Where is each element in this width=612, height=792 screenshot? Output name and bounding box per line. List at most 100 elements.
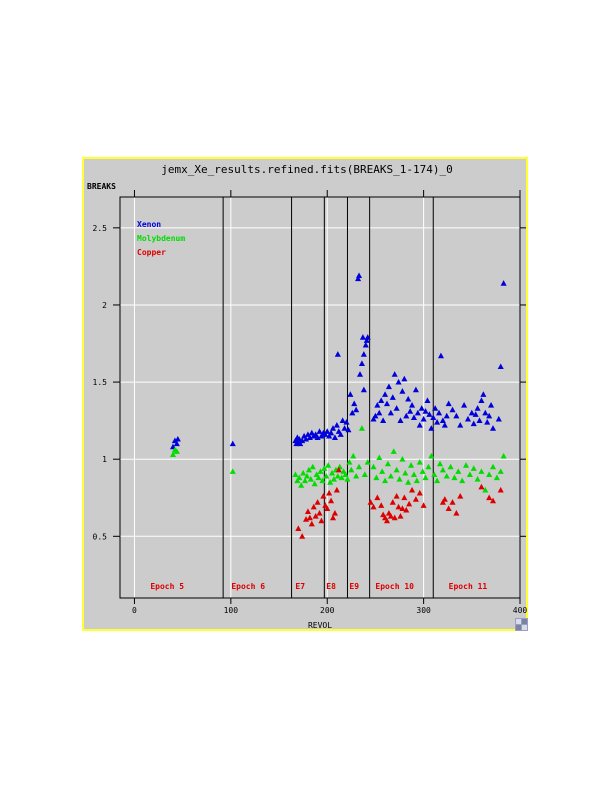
data-point-xenon [359,334,366,340]
scatter-chart: jemx_Xe_results.refined.fits(BREAKS_1-17… [87,163,527,630]
data-point-molybdenum [466,471,473,478]
data-point-xenon [363,337,370,343]
data-point-copper [314,499,321,505]
data-point-molybdenum [451,474,458,481]
data-point-xenon [420,415,427,422]
legend: Xenon Molybdenum Copper [137,220,185,257]
data-point-xenon [441,422,448,428]
legend-entry: Molybdenum [137,234,185,243]
data-point-copper [308,520,315,527]
data-point-xenon [306,434,313,440]
data-point-xenon [474,405,481,411]
data-point-molybdenum [303,472,311,479]
data-point-copper [320,493,327,499]
data-point-xenon [426,411,433,417]
data-point-xenon [345,426,352,433]
chart-title: jemx_Xe_results.refined.fits(BREAKS_1-17… [161,163,452,176]
y-tick-label: 2 [102,301,107,310]
data-point-molybdenum [302,477,309,484]
legend-entry: Xenon [137,220,161,229]
data-point-xenon [333,422,340,428]
data-point-molybdenum [315,474,322,481]
data-point-copper [478,483,485,490]
data-point-copper [387,513,394,519]
data-point-xenon [500,280,507,286]
data-point-xenon [314,434,321,440]
data-point-molybdenum [428,452,435,459]
data-point-copper [399,505,406,511]
data-point-copper [453,509,460,516]
data-point-xenon [414,409,421,416]
data-point-xenon [480,391,487,397]
data-point-copper [416,489,423,496]
data-point-xenon [489,425,497,431]
epoch-label: Epoch 11 [449,582,488,591]
data-point-molybdenum [173,448,180,454]
data-point-molybdenum [459,477,466,484]
data-point-xenon [341,425,348,431]
data-point-molybdenum [300,469,307,476]
y-tick-label: 1 [102,455,107,464]
data-point-xenon [445,400,452,407]
data-point-molybdenum [317,468,324,474]
data-point-xenon [484,418,491,425]
data-point-molybdenum [346,459,353,465]
data-point-molybdenum [364,459,371,465]
x-axis-label: REVOL [308,621,332,630]
epoch-label: E8 [326,582,336,591]
data-point-copper [409,486,416,493]
plot-border [119,196,521,599]
data-point-xenon [401,375,408,382]
data-point-xenon [337,431,344,437]
data-point-xenon [464,415,471,422]
data-point-molybdenum [439,466,446,473]
data-point-molybdenum [319,477,326,484]
data-point-molybdenum [361,471,368,478]
data-point-xenon [322,431,329,437]
data-point-xenon [355,275,362,282]
data-point-molybdenum [419,468,426,474]
data-point-xenon [378,397,385,403]
data-point-xenon [482,409,489,416]
data-point-copper [391,514,398,521]
data-point-xenon [324,428,331,434]
data-point-xenon [405,395,412,402]
data-point-xenon [355,272,363,279]
y-tick-label: 1.5 [93,378,108,387]
data-point-xenon [412,386,419,393]
data-point-xenon [173,440,180,447]
data-point-xenon [383,400,391,407]
data-point-xenon [478,397,485,403]
data-point-molybdenum [436,460,444,467]
data-point-molybdenum [410,471,418,478]
data-point-copper [439,499,446,505]
data-point-molybdenum [229,468,236,474]
data-point-molybdenum [384,460,391,467]
data-point-xenon [403,412,410,419]
data-point-molybdenum [455,468,462,474]
data-point-xenon [439,417,446,424]
plot-frame: jemx_Xe_results.refined.fits(BREAKS_1-17… [82,157,528,631]
epoch-label: Epoch 10 [375,582,414,591]
data-point-xenon [389,394,396,400]
data-point-xenon [495,415,502,422]
x-tick-label: 200 [320,606,335,615]
data-point-copper [374,494,381,501]
data-point-molybdenum [321,465,328,471]
data-point-molybdenum [493,474,500,481]
resize-grip-icon[interactable] [515,618,528,631]
data-point-copper [331,509,338,516]
data-point-copper [497,486,504,493]
data-point-xenon [347,391,354,397]
data-point-xenon [399,388,406,394]
data-point-xenon [229,440,236,447]
y-tick-label: 2.5 [93,224,108,233]
data-point-molybdenum [336,463,343,470]
data-point-molybdenum [305,466,312,473]
data-point-molybdenum [348,466,355,473]
data-point-xenon [453,412,460,419]
data-point-xenon [410,414,418,420]
data-point-molybdenum [431,471,438,478]
data-point-copper [445,505,452,511]
data-point-molybdenum [373,474,380,481]
